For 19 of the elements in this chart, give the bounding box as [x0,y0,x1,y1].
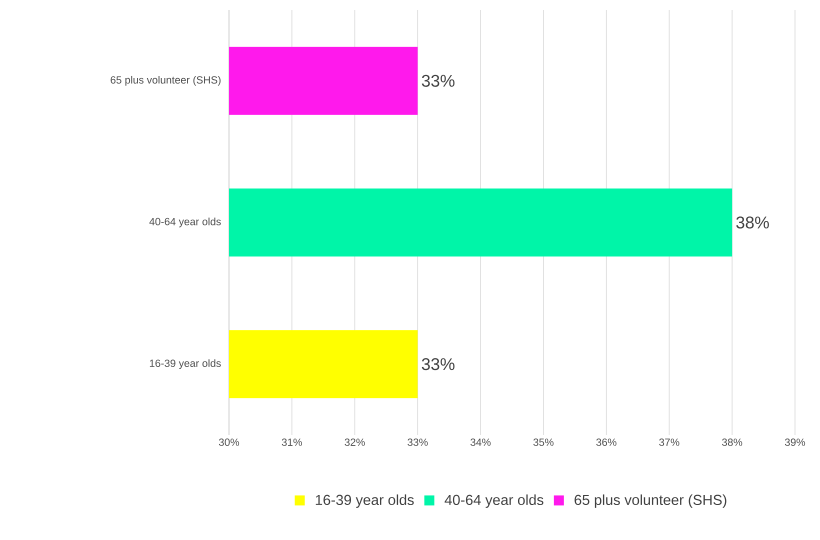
x-tick-label: 30% [218,438,240,446]
x-tick-label: 37% [659,438,680,446]
x-tick-label: 31% [282,438,302,446]
y-tick-label: 65 plus volunteer (SHS) [110,76,221,86]
y-tick-label: 16-39 year olds [150,359,221,370]
x-tick-label: 39% [784,438,806,446]
data-label: 33% [422,358,454,370]
x-tick-label: 32% [344,438,365,446]
legend-label: 16-39 year olds [316,494,414,508]
x-tick-label: 33% [408,438,428,446]
x-tick-label: 35% [533,438,554,446]
x-tick-label: 38% [722,438,742,446]
data-label: 33% [422,74,454,87]
x-tick-label: 34% [470,438,491,446]
legend-label: 40-64 year olds [444,494,544,508]
legend-label: 65 plus volunteer (SHS) [574,494,726,508]
data-label: 38% [736,216,769,228]
x-tick-label: 36% [596,438,616,446]
y-tick-label: 40-64 year olds [149,218,221,228]
